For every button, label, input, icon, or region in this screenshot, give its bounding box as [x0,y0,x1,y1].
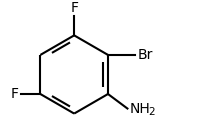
Text: 2: 2 [147,107,154,117]
Text: F: F [11,87,19,101]
Text: Br: Br [137,48,152,62]
Text: NH: NH [129,102,149,116]
Text: F: F [70,1,78,15]
